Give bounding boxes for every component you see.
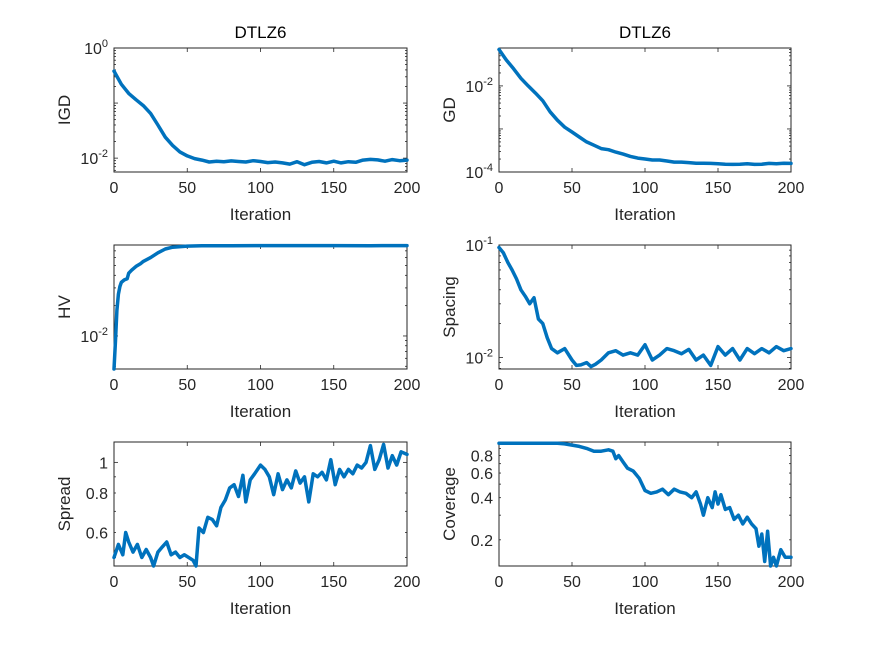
x-tick-label: 50 — [563, 574, 581, 591]
axes-box — [498, 47, 792, 173]
x-axis-label: Iteration — [614, 599, 675, 618]
panel-coverage: 0 50 100 150 200 0.80.6 0.4 0.2 Iteration Coverag… — [440, 441, 805, 618]
y-tick-label: 10-2 — [465, 347, 493, 367]
y-tick-label: 0.6 — [471, 466, 493, 483]
y-tick-label: 10-2 — [80, 326, 108, 346]
x-tick-label: 200 — [778, 180, 805, 197]
x-tick-label: 100 — [247, 574, 274, 591]
y-tick-exponent: -2 — [98, 326, 108, 338]
series-line — [497, 245, 793, 369]
x-tick-label: 150 — [705, 377, 732, 394]
axes-box — [113, 47, 408, 173]
y-tick-base: 10 — [80, 329, 98, 346]
y-tick-exponent: -2 — [98, 148, 108, 160]
y-tick-label: 10-1 — [465, 235, 493, 255]
y-tick-label: 0.6 — [86, 525, 108, 542]
series-line — [497, 47, 793, 167]
x-tick-label: 150 — [705, 180, 732, 197]
chart-title: DTLZ6 — [235, 23, 287, 42]
y-tick-label: 10-4 — [465, 162, 493, 182]
panel-spread: 0 50 100 150 200 1 0.8 0.6 Iteration Spread — [55, 441, 421, 618]
x-axis-label: Iteration — [230, 599, 291, 618]
y-tick-base: 10 — [84, 41, 102, 58]
x-tick-label: 150 — [705, 574, 732, 591]
x-tick-label: 100 — [632, 377, 659, 394]
x-tick-label: 150 — [320, 377, 347, 394]
x-axis-label: Iteration — [230, 205, 291, 224]
axes-box — [113, 244, 408, 370]
series-line — [112, 69, 409, 167]
x-tick-label: 200 — [394, 180, 421, 197]
y-axis-label: GD — [440, 97, 459, 123]
x-tick-label: 100 — [247, 180, 274, 197]
axes-box — [498, 441, 792, 567]
y-tick-base: 10 — [465, 165, 483, 182]
series-line — [497, 441, 793, 568]
x-tick-label: 200 — [394, 377, 421, 394]
series-line — [112, 442, 409, 568]
x-tick-label: 100 — [247, 377, 274, 394]
y-tick-exponent: -2 — [483, 347, 493, 359]
x-tick-label: 50 — [178, 574, 196, 591]
x-tick-label: 200 — [778, 574, 805, 591]
x-tick-label: 0 — [110, 574, 119, 591]
y-tick-label: 10-2 — [465, 76, 493, 96]
y-tick-label: 0.8 — [471, 449, 493, 466]
y-tick-label: 0.4 — [471, 491, 493, 508]
y-tick-base: 10 — [465, 350, 483, 367]
x-tick-label: 0 — [110, 377, 119, 394]
y-axis-label: HV — [55, 295, 74, 319]
y-axis-label: Spacing — [440, 276, 459, 337]
x-tick-label: 50 — [178, 180, 196, 197]
x-axis-label: Iteration — [230, 402, 291, 421]
y-tick-base: 10 — [465, 238, 483, 255]
y-axis-label: Spread — [55, 477, 74, 532]
x-tick-label: 0 — [110, 180, 119, 197]
x-tick-label: 200 — [394, 574, 421, 591]
x-tick-label: 100 — [632, 180, 659, 197]
x-tick-label: 50 — [563, 377, 581, 394]
y-tick-label: 0.8 — [86, 486, 108, 503]
y-tick-label: 0.2 — [471, 533, 493, 550]
x-tick-label: 0 — [495, 574, 504, 591]
y-tick-base: 10 — [465, 79, 483, 96]
y-tick-base: 10 — [80, 151, 98, 168]
y-tick-exponent: -4 — [483, 162, 493, 174]
y-tick-exponent: -2 — [483, 76, 493, 88]
y-tick-label: 1 — [99, 455, 108, 472]
x-axis-label: Iteration — [614, 402, 675, 421]
y-tick-label: 100 — [84, 38, 108, 58]
y-tick-exponent: 0 — [102, 38, 108, 50]
chart-title: DTLZ6 — [619, 23, 671, 42]
x-tick-label: 50 — [178, 377, 196, 394]
x-axis-label: Iteration — [614, 205, 675, 224]
x-tick-label: 0 — [495, 180, 504, 197]
axes-box — [113, 441, 408, 567]
y-tick-label: 10-2 — [80, 148, 108, 168]
x-tick-label: 150 — [320, 180, 347, 197]
x-tick-label: 150 — [320, 574, 347, 591]
x-tick-label: 0 — [495, 377, 504, 394]
x-tick-label: 100 — [632, 574, 659, 591]
x-tick-label: 50 — [563, 180, 581, 197]
series-line — [112, 243, 409, 371]
y-tick-exponent: -1 — [483, 235, 493, 247]
y-axis-label: Coverage — [440, 467, 459, 541]
y-axis-label: IGD — [55, 95, 74, 125]
x-tick-label: 200 — [778, 377, 805, 394]
panel-hv: 0 50 100 150 200 10-2 Iteration HV — [55, 243, 421, 421]
